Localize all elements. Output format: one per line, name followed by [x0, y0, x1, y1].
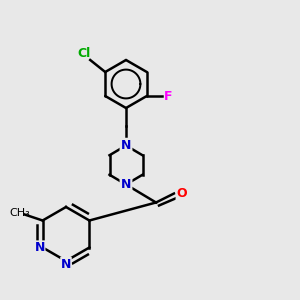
Text: Cl: Cl: [78, 47, 91, 61]
Text: N: N: [121, 178, 131, 191]
Text: N: N: [121, 139, 131, 152]
Text: F: F: [164, 89, 172, 103]
Text: N: N: [61, 257, 71, 271]
Text: O: O: [176, 187, 187, 200]
Text: CH₃: CH₃: [10, 208, 31, 218]
Text: N: N: [34, 241, 45, 254]
